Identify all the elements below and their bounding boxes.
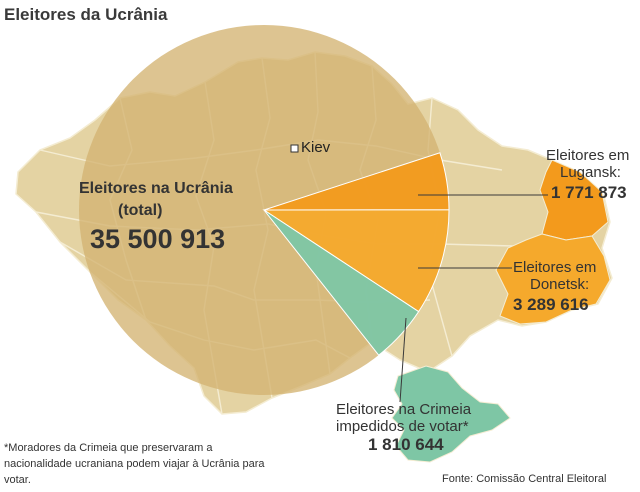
crimea-label-line-2: impedidos de votar*: [336, 418, 469, 435]
capital-label: Kiev: [301, 139, 331, 156]
donetsk-region: [495, 233, 611, 325]
donetsk-label-line-2: Donetsk:: [530, 276, 590, 293]
lugansk-label-line-1: Eleitores em: [546, 147, 630, 164]
lugansk-value: 1 771 873: [551, 183, 627, 202]
crimea-value: 1 810 644: [368, 435, 444, 454]
source-credit: Fonte: Comissão Central Eleitoral: [442, 473, 607, 485]
total-value: 35 500 913: [90, 224, 226, 254]
crimea-pie-slice: [263, 209, 420, 356]
pie-slices: [262, 152, 450, 356]
donetsk-pie-slice: [262, 209, 450, 313]
lugansk-label-line-2: Lugansk:: [560, 164, 621, 181]
crimea-label-line-1: Eleitores na Crimeia: [336, 401, 472, 418]
footnote: *Moradores da Crimeia que preservaram a …: [4, 442, 265, 486]
crimea-region: [391, 365, 511, 463]
page-title: Eleitores da Ucrânia: [4, 5, 168, 24]
donetsk-label-line-1: Eleitores em: [513, 259, 597, 276]
square-marker-icon: [290, 144, 299, 153]
donetsk-value: 3 289 616: [513, 295, 589, 314]
total-label-line-2: (total): [118, 202, 163, 219]
total-label-line-1: Eleitores na Ucrânia: [79, 180, 233, 197]
crimea-callout-line: [399, 317, 407, 403]
